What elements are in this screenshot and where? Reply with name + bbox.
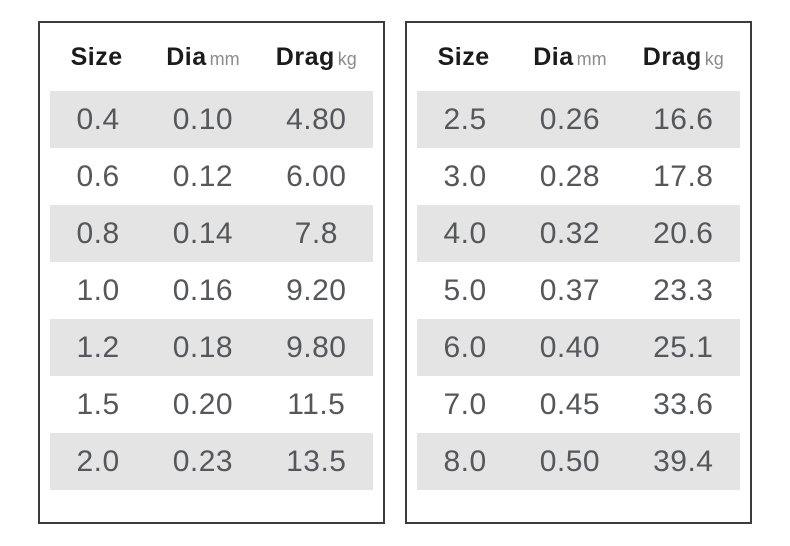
cell-drag: 7.8 [294, 216, 338, 250]
cell-drag: 16.6 [653, 102, 714, 136]
cell-size: 4.0 [443, 216, 487, 250]
header-size-label: Size [70, 42, 123, 71]
cell-size: 2.0 [76, 444, 120, 478]
table-row: 7.0 0.45 33.6 [417, 376, 740, 433]
header-dia-unit: mm [576, 48, 607, 69]
cell-size: 0.6 [76, 159, 120, 193]
cell-drag: 23.3 [653, 273, 714, 307]
cell-dia: 0.20 [172, 387, 234, 421]
cell-size: 0.4 [76, 102, 120, 136]
cell-drag: 11.5 [287, 387, 346, 421]
cell-drag: 6.00 [286, 159, 347, 193]
header-drag-label: Drag [275, 42, 335, 71]
cell-dia: 0.50 [539, 444, 601, 478]
cell-drag: 25.1 [653, 330, 714, 364]
cell-size: 1.5 [76, 387, 120, 421]
table-row: 2.5 0.26 16.6 [417, 91, 740, 148]
table-row: 0.6 0.12 6.00 [50, 148, 373, 205]
table-row: 1.0 0.16 9.20 [50, 262, 373, 319]
cell-dia: 0.40 [539, 330, 601, 364]
cell-drag: 4.80 [286, 102, 347, 136]
cell-drag: 33.6 [653, 387, 714, 421]
cell-drag: 9.20 [286, 273, 347, 307]
table-row: 2.0 0.23 13.5 [50, 433, 373, 490]
cell-dia: 0.14 [172, 216, 234, 250]
table-row: 8.0 0.50 39.4 [417, 433, 740, 490]
cell-dia: 0.12 [172, 159, 234, 193]
cell-size: 5.0 [443, 273, 487, 307]
cell-dia: 0.37 [539, 273, 601, 307]
table-row: 6.0 0.40 25.1 [417, 319, 740, 376]
cell-dia: 0.16 [172, 273, 234, 307]
cell-size: 8.0 [443, 444, 487, 478]
header-size-label: Size [437, 42, 490, 71]
header-drag: Drag kg [260, 43, 373, 72]
header-drag-unit: kg [337, 48, 357, 69]
cell-size: 1.2 [76, 330, 120, 364]
table-row: 5.0 0.37 23.3 [417, 262, 740, 319]
spec-table-small-sizes: Size Dia mm Drag kg 0.4 0.10 4.80 0.6 0.12… [38, 21, 385, 524]
header-dia: Dia mm [146, 43, 259, 72]
cell-size: 7.0 [443, 387, 487, 421]
header-size: Size [417, 43, 513, 72]
table-row: 0.4 0.10 4.80 [50, 91, 373, 148]
table-row: 1.2 0.18 9.80 [50, 319, 373, 376]
cell-dia: 0.10 [172, 102, 234, 136]
header-drag-label: Drag [642, 42, 702, 71]
table-row: 4.0 0.32 20.6 [417, 205, 740, 262]
cell-dia: 0.28 [539, 159, 601, 193]
spec-table-large-sizes: Size Dia mm Drag kg 2.5 0.26 16.6 3.0 0.28… [405, 21, 752, 524]
table-header: Size Dia mm Drag kg [417, 23, 740, 91]
cell-drag: 13.5 [286, 444, 347, 478]
header-dia: Dia mm [513, 43, 626, 72]
table-row: 3.0 0.28 17.8 [417, 148, 740, 205]
table-row: 1.5 0.20 11.5 [50, 376, 373, 433]
cell-drag: 17.8 [653, 159, 714, 193]
cell-dia: 0.45 [539, 387, 601, 421]
header-drag-unit: kg [704, 48, 724, 69]
header-dia-unit: mm [209, 48, 240, 69]
cell-size: 1.0 [76, 273, 120, 307]
cell-drag: 20.6 [653, 216, 714, 250]
cell-size: 0.8 [76, 216, 120, 250]
table-header: Size Dia mm Drag kg [50, 23, 373, 91]
cell-drag: 9.80 [286, 330, 347, 364]
header-dia-label: Dia [533, 42, 574, 71]
cell-dia: 0.23 [172, 444, 234, 478]
cell-drag: 39.4 [653, 444, 714, 478]
table-row: 0.8 0.14 7.8 [50, 205, 373, 262]
cell-size: 2.5 [443, 102, 487, 136]
header-size: Size [50, 43, 146, 72]
header-dia-label: Dia [166, 42, 207, 71]
cell-dia: 0.26 [539, 102, 601, 136]
cell-dia: 0.18 [172, 330, 234, 364]
cell-size: 6.0 [443, 330, 487, 364]
cell-dia: 0.32 [539, 216, 601, 250]
cell-size: 3.0 [443, 159, 487, 193]
header-drag: Drag kg [627, 43, 740, 72]
